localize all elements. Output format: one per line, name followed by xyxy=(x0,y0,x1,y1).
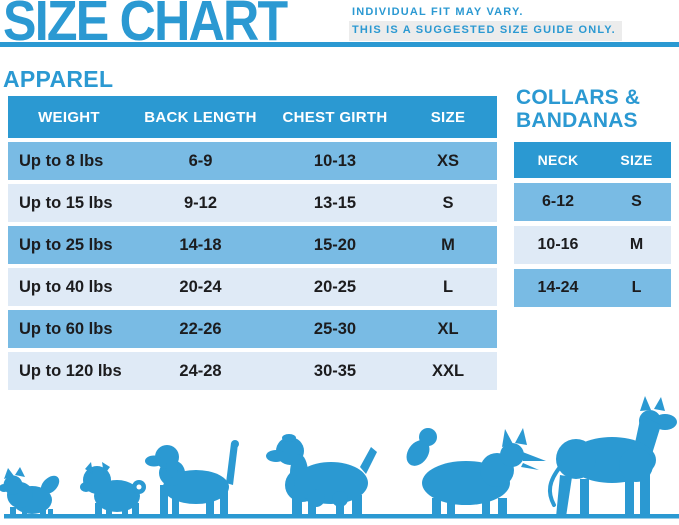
dog-size-lineup xyxy=(0,396,679,519)
beagle-dog-icon xyxy=(145,440,239,517)
collars-heading-line-2: BANDANAS xyxy=(516,109,638,132)
title-underline xyxy=(0,42,679,47)
cell-weight: Up to 40 lbs xyxy=(19,277,113,296)
cell-size: M xyxy=(441,235,455,254)
apparel-row-xs: Up to 8 lbs 6-9 10-13 XS xyxy=(8,142,497,180)
apparel-row-s: Up to 15 lbs 9-12 13-15 S xyxy=(8,184,497,222)
cell-size: S xyxy=(442,193,454,212)
column-header-neck: NECK xyxy=(537,152,579,168)
cell-neck: 6-12 xyxy=(541,193,575,210)
column-header-size: SIZE xyxy=(430,108,466,126)
disclaimer: INDIVIDUAL FIT MAY VARY. THIS IS A SUGGE… xyxy=(349,4,622,41)
cell-back-length: 22-26 xyxy=(179,319,222,338)
cell-back-length: 9-12 xyxy=(183,193,218,212)
collars-row-s: 6-12 S xyxy=(514,183,671,221)
cell-collar-size: M xyxy=(629,236,644,253)
cell-neck: 14-24 xyxy=(537,279,579,296)
cell-weight: Up to 25 lbs xyxy=(19,235,113,254)
husky-dog-icon xyxy=(406,428,546,517)
cell-collar-size: L xyxy=(631,279,642,296)
cell-chest-girth: 25-30 xyxy=(313,319,357,338)
cell-size: XS xyxy=(436,151,459,170)
column-header-collar-size: SIZE xyxy=(620,152,653,168)
cell-neck: 10-16 xyxy=(537,236,579,253)
collars-header-row: NECK SIZE xyxy=(514,142,671,178)
column-header-weight: WEIGHT xyxy=(38,108,100,126)
cell-chest-girth: 20-25 xyxy=(313,277,357,296)
column-header-back-length: BACK LENGTH xyxy=(144,108,257,126)
cell-chest-girth: 13-15 xyxy=(313,193,357,212)
cell-size: XXL xyxy=(431,361,465,380)
apparel-row-l: Up to 40 lbs 20-24 20-25 L xyxy=(8,268,497,306)
collars-heading-line-1: COLLARS & xyxy=(516,86,641,109)
cell-collar-size: S xyxy=(631,193,642,210)
cell-weight: Up to 15 lbs xyxy=(19,193,113,212)
apparel-row-m: Up to 25 lbs 14-18 15-20 M xyxy=(8,226,497,264)
cell-chest-girth: 15-20 xyxy=(313,235,357,254)
column-header-chest-girth: CHEST GIRTH xyxy=(282,108,388,126)
apparel-heading: APPAREL xyxy=(3,66,114,92)
cocker-spaniel-dog-icon xyxy=(266,434,377,517)
pomeranian-dog-icon xyxy=(0,467,60,517)
pug-dog-icon xyxy=(80,462,146,517)
collars-row-m: 10-16 M xyxy=(514,226,671,264)
cell-back-length: 24-28 xyxy=(179,361,222,380)
cell-weight: Up to 8 lbs xyxy=(19,151,104,170)
disclaimer-line-2: THIS IS A SUGGESTED SIZE GUIDE ONLY. xyxy=(349,21,622,41)
cell-back-length: 20-24 xyxy=(179,277,222,296)
collars-heading: COLLARS & BANDANAS xyxy=(516,86,640,132)
great-dane-dog-icon xyxy=(556,396,677,517)
great-dane-tail xyxy=(547,465,562,507)
collars-row-l: 14-24 L xyxy=(514,269,671,307)
cell-chest-girth: 10-13 xyxy=(313,151,357,170)
cell-weight: Up to 60 lbs xyxy=(19,319,113,338)
apparel-header-row: WEIGHT BACK LENGTH CHEST GIRTH SIZE xyxy=(8,96,497,138)
cell-chest-girth: 30-35 xyxy=(313,361,357,380)
page-title: SIZE CHART xyxy=(3,0,288,53)
cell-size: L xyxy=(442,277,454,296)
cell-weight: Up to 120 lbs xyxy=(19,361,122,380)
cell-back-length: 6-9 xyxy=(188,151,213,170)
disclaimer-line-1: INDIVIDUAL FIT MAY VARY. xyxy=(352,6,524,18)
apparel-table: WEIGHT BACK LENGTH CHEST GIRTH SIZE Up t… xyxy=(8,96,497,390)
apparel-row-xl: Up to 60 lbs 22-26 25-30 XL xyxy=(8,310,497,348)
cell-back-length: 14-18 xyxy=(179,235,222,254)
cell-size: XL xyxy=(437,319,459,338)
collars-table: NECK SIZE 6-12 S 10-16 M 14-24 L xyxy=(514,142,671,307)
apparel-row-xxl: Up to 120 lbs 24-28 30-35 XXL xyxy=(8,352,497,390)
